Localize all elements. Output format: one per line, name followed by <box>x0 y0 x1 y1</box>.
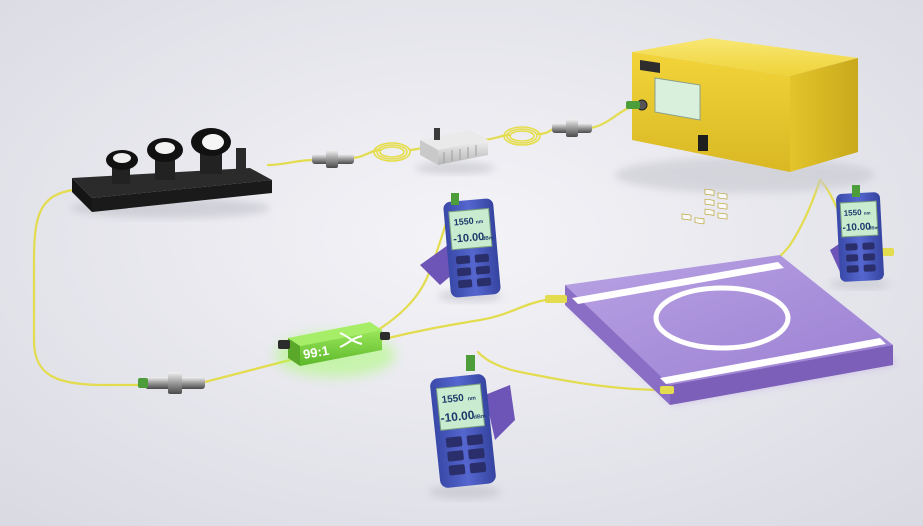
optical-power-meter-1: 1550 nm -10.00 dBm <box>420 193 502 302</box>
meter-wavelength-unit: nm <box>476 219 485 226</box>
fiber-coil-icon <box>503 126 541 146</box>
coupler-ratio-label: 99:1 <box>302 343 330 362</box>
optical-power-meter-3: 1550 nm -10.00 dBm <box>429 355 515 499</box>
laser-fiber-boot-icon <box>626 101 640 109</box>
laser-logo-icon <box>640 60 660 73</box>
polarization-controller-icon <box>70 128 272 218</box>
fiber-coupler-to-chip <box>378 298 547 342</box>
pc-paddle-2 <box>147 138 183 180</box>
tunable-laser-icon <box>615 38 875 225</box>
pc-paddle-3 <box>191 128 231 174</box>
meter-connector-icon <box>451 193 459 205</box>
meter-display-icon <box>448 207 493 251</box>
meter-keypad-icon <box>845 242 876 273</box>
meter-wavelength-unit: nm <box>467 395 476 402</box>
optical-power-meter-2: 1550 nm -10.00 dBm <box>830 185 890 289</box>
meter-keypad-icon <box>445 434 487 476</box>
meter-connector-icon <box>466 355 475 371</box>
laser-display-icon <box>654 77 701 121</box>
fiber-pc-to-connector <box>266 158 317 167</box>
meter-wavelength-unit: nm <box>864 210 871 215</box>
microring-resonator-chip-icon <box>545 248 898 405</box>
chip-front-left <box>565 285 670 405</box>
meter-power: -10.00 <box>440 408 476 426</box>
meter-keypad-icon <box>455 253 492 289</box>
microring <box>653 285 791 351</box>
meter-power-unit: dBm <box>482 235 494 242</box>
fiber-connector-icon <box>138 372 205 394</box>
meter-power-unit: dBm <box>473 414 486 421</box>
fiber-coupler-icon: 99:1 <box>275 322 395 377</box>
laser-power-switch-icon <box>698 135 708 151</box>
chip-drop-fiber-icon <box>660 386 674 394</box>
pc-base-end <box>72 178 92 212</box>
meter-stand-icon <box>485 385 515 440</box>
bus-waveguide-bottom <box>660 338 886 384</box>
laser-keypad-icon <box>681 188 728 225</box>
laser-side <box>790 58 858 172</box>
meter-wavelength: 1550 <box>441 393 465 406</box>
meter-power: -10.00 <box>842 221 871 233</box>
fiber-connector-icon <box>312 150 354 168</box>
modulator-icon <box>415 128 495 174</box>
fiber-coil-icon <box>373 142 411 162</box>
fiber-connector-to-coupler <box>203 358 292 384</box>
meter-display-icon <box>839 200 879 238</box>
fiber-connector-icon <box>552 119 592 137</box>
bus-waveguide-top <box>572 262 784 304</box>
meter-wavelength: 1550 <box>844 208 863 218</box>
meter-power: -10.00 <box>453 231 485 246</box>
laser-top <box>632 38 858 76</box>
chip-front-right <box>670 345 893 405</box>
pc-base-front <box>92 180 272 212</box>
pc-paddle-1 <box>106 150 138 184</box>
meter-wavelength: 1550 <box>453 216 474 228</box>
meter-power-unit: dBm <box>868 225 878 231</box>
chip-input-fiber-icon <box>545 295 567 303</box>
chip-through-fiber-icon <box>880 248 894 256</box>
pc-end-post <box>236 148 246 174</box>
meter-connector-icon <box>852 185 860 197</box>
meter-display-icon <box>435 383 486 431</box>
fiber-left-loop <box>32 188 152 387</box>
fiber-chip-to-meter-3 <box>476 350 667 392</box>
